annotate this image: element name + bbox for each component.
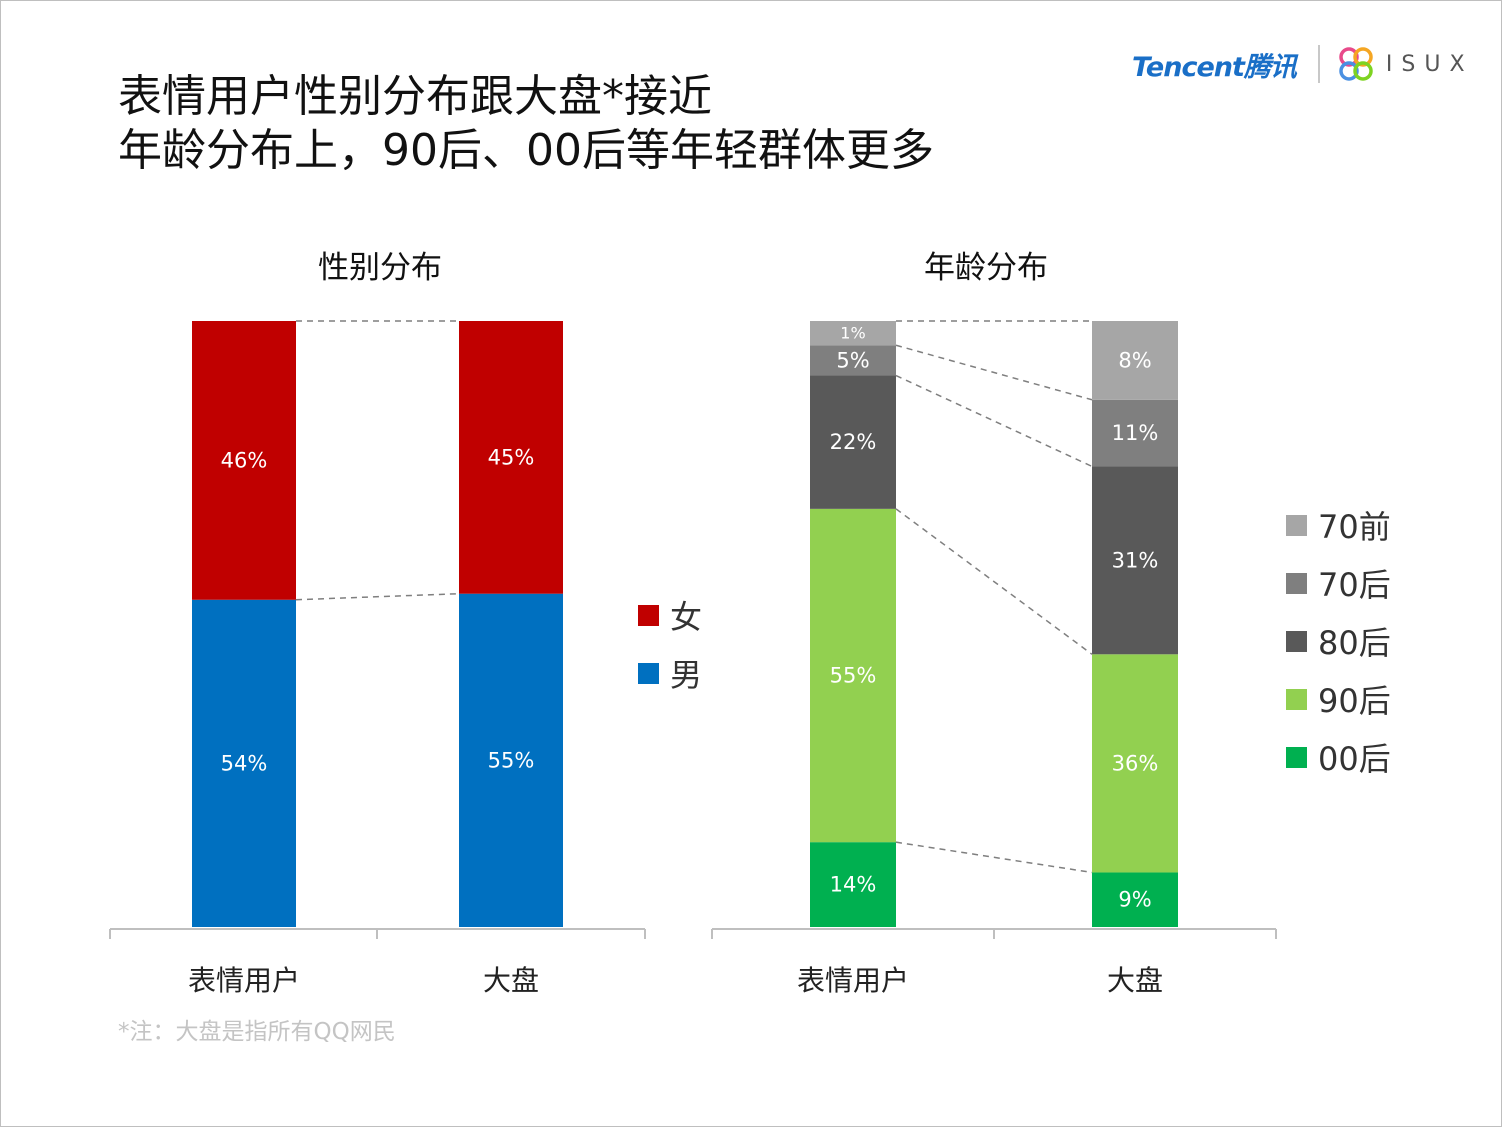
bar-segment-00后-表情用户: [810, 842, 896, 927]
category-label-大盘: 大盘: [482, 964, 540, 997]
legend-item-女: 女: [638, 592, 702, 638]
data-label-女-大盘: 45%: [488, 445, 535, 469]
legend-item-00后: 00后: [1286, 734, 1391, 780]
data-label-70后-表情用户: 5%: [836, 348, 869, 372]
bar-segment-80后-大盘: [1092, 466, 1178, 655]
data-label-00后-表情用户: 14%: [830, 873, 877, 897]
connector-line-80后: [895, 374, 1093, 468]
isux-flower-icon: [1339, 47, 1373, 81]
category-label-大盘: 大盘: [1106, 964, 1164, 997]
legend-label-70前: 70前: [1318, 508, 1391, 546]
connector-line-90后: [895, 508, 1093, 655]
bar-segment-80后-表情用户: [810, 375, 896, 509]
bar-segment-00后-大盘: [1092, 872, 1178, 927]
legend-label-女: 女: [670, 598, 703, 636]
footnote: *注：大盘是指所有QQ网民: [118, 1019, 396, 1045]
legend-swatch-男: [638, 662, 659, 684]
legend-item-80后: 80后: [1286, 618, 1391, 664]
data-label-女-表情用户: 46%: [221, 448, 268, 472]
logo-divider: [1317, 45, 1320, 83]
data-label-70前-大盘: 8%: [1118, 348, 1151, 372]
isux-logo-text: ISUX: [1385, 51, 1474, 77]
connector-line-男: [295, 592, 460, 601]
legend-label-90后: 90后: [1318, 682, 1391, 720]
legend-swatch-90后: [1286, 688, 1307, 710]
bar-segment-女-表情用户: [192, 321, 296, 600]
bar-segment-70前-大盘: [1092, 321, 1178, 400]
bar-segment-男-表情用户: [192, 599, 296, 927]
legend-swatch-70后: [1286, 572, 1307, 594]
connector-line-00后: [895, 841, 1093, 874]
bar-segment-90后-大盘: [1092, 654, 1178, 873]
title-line-1: 表情用户性别分布跟大盘*接近: [118, 71, 712, 122]
legend-swatch-80后: [1286, 630, 1307, 652]
tencent-logo: Tencent腾讯: [1132, 51, 1297, 83]
data-label-00后-大盘: 9%: [1118, 888, 1151, 912]
title-line-2: 年龄分布上，90后、00后等年轻群体更多: [118, 125, 934, 176]
data-label-90后-表情用户: 55%: [830, 664, 877, 688]
legend-label-80后: 80后: [1318, 624, 1391, 662]
legend-item-70后: 70后: [1286, 560, 1391, 606]
slide-title: 表情用户性别分布跟大盘*接近 年龄分布上，90后、00后等年轻群体更多: [118, 70, 934, 178]
legend-swatch-女: [638, 604, 659, 626]
legend-item-70前: 70前: [1286, 502, 1391, 548]
bar-segment-70后-大盘: [1092, 399, 1178, 467]
data-label-70后-大盘: 11%: [1112, 421, 1159, 445]
data-label-80后-表情用户: 22%: [830, 430, 877, 454]
bar-segment-90后-表情用户: [810, 508, 896, 843]
category-label-表情用户: 表情用户: [187, 964, 301, 997]
legend-label-00后: 00后: [1318, 740, 1391, 778]
data-label-90后-大盘: 36%: [1112, 751, 1159, 775]
data-label-70前-表情用户: 1%: [840, 324, 865, 343]
category-label-表情用户: 表情用户: [796, 964, 910, 997]
brand-logo: Tencent腾讯 ISUX: [1132, 42, 1474, 86]
legend-item-男: 男: [638, 650, 702, 696]
legend-label-男: 男: [670, 656, 703, 694]
gender-chart-title: 性别分布: [318, 250, 442, 286]
legend-item-90后: 90后: [1286, 676, 1391, 722]
data-label-男-表情用户: 54%: [221, 751, 268, 775]
legend-swatch-00后: [1286, 746, 1307, 768]
data-label-80后-大盘: 31%: [1112, 548, 1159, 572]
bar-segment-男-大盘: [459, 593, 563, 927]
bar-segment-70前-表情用户: [810, 321, 896, 346]
connector-line-70后: [895, 344, 1093, 401]
age-chart-title: 年龄分布: [924, 250, 1048, 286]
legend-swatch-70前: [1286, 514, 1307, 536]
data-label-男-大盘: 55%: [488, 748, 535, 772]
legend-label-70后: 70后: [1318, 566, 1391, 604]
bar-segment-70后-表情用户: [810, 345, 896, 376]
bar-segment-女-大盘: [459, 321, 563, 594]
